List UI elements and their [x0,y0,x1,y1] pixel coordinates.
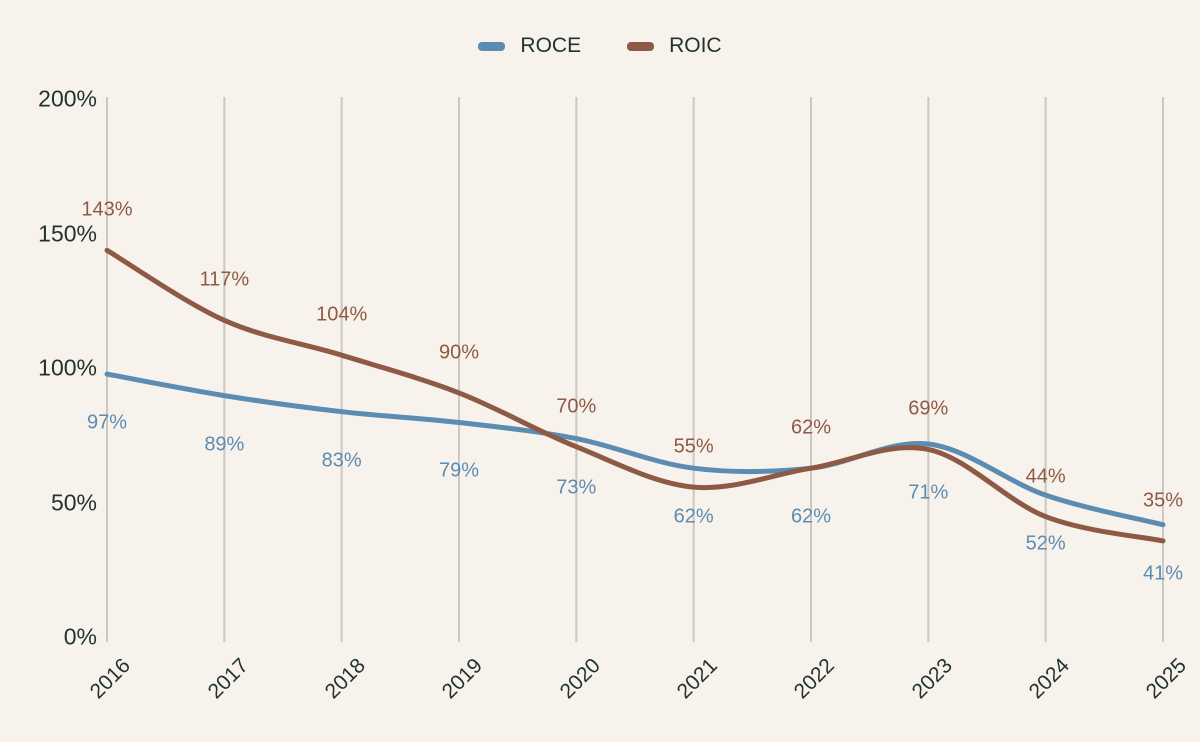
legend-item-roic: ROIC [627,34,722,58]
legend-label-roic: ROIC [669,34,722,57]
roic-label-2018: 104% [316,303,368,326]
y-tick-200pct: 200% [38,85,97,112]
roce-label-2023: 71% [908,481,949,504]
roce-label-2021: 62% [673,505,714,528]
legend-swatch-roce [478,41,506,51]
roce-label-2016: 97% [86,411,128,434]
roic-line [104,247,1166,544]
roic-label-2022: 62% [790,416,831,439]
roce-label-2017: 89% [204,433,245,456]
legend-label-roce: ROCE [520,34,582,57]
roce-label-2024: 52% [1025,532,1066,555]
legend-swatch-roic [627,41,655,51]
y-tick-50pct: 50% [50,489,97,515]
roic-label-2024: 44% [1025,465,1066,488]
roce-label-2018: 83% [321,449,362,472]
roic-label-2020: 70% [556,395,597,418]
legend-item-roce: ROCE [478,34,581,58]
chart-legend: ROCE ROIC [0,34,1200,58]
roic-label-2023: 69% [908,397,949,420]
y-tick-100pct: 100% [38,354,97,381]
roce-label-2020: 73% [556,476,597,499]
roce-label-2025: 41% [1142,562,1183,585]
roic-label-2025: 35% [1142,489,1183,512]
roce-line [104,371,1166,528]
roic-label-2017: 117% [199,268,250,291]
roce-label-2019: 79% [438,459,479,482]
y-tick-150pct: 150% [38,220,97,246]
roic-label-2019: 90% [438,341,479,364]
y-tick-0pct: 0% [63,623,97,650]
roic-label-2021: 55% [673,435,714,458]
roic-label-2016: 143% [81,198,133,221]
roce-label-2022: 62% [790,505,831,528]
